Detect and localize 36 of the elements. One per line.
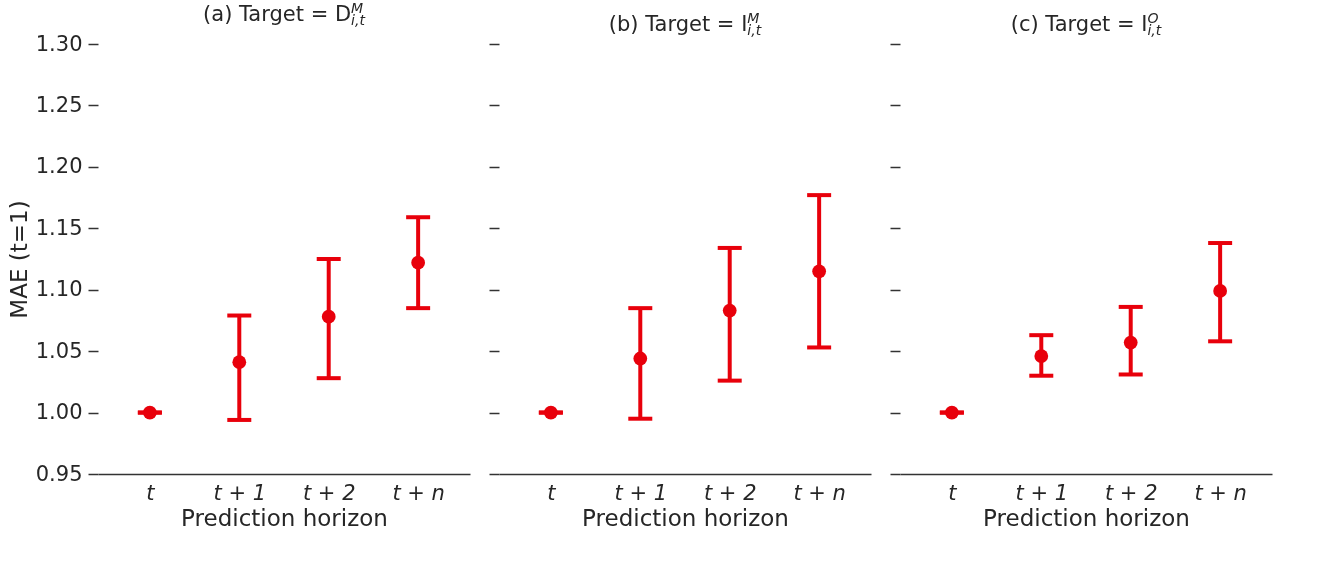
y-tick-label: 1.25 [35, 92, 83, 117]
x-tick-label: t + n [793, 480, 846, 505]
x-tick-label: t + 1 [614, 480, 668, 505]
x-tick-label: t [547, 480, 557, 505]
y-tick-label: 0.95 [35, 461, 83, 486]
y-tick-label: 1.15 [35, 215, 83, 240]
point [1213, 284, 1228, 298]
x-tick-label: t + 2 [302, 480, 356, 505]
x-tick-label: t + 1 [1015, 480, 1069, 505]
point [722, 303, 737, 318]
point [543, 405, 558, 420]
x-tick-label: t + n [1194, 480, 1247, 505]
point [411, 255, 426, 270]
point [1123, 335, 1138, 350]
x-axis-title: Prediction horizon [983, 504, 1190, 531]
point [944, 405, 959, 420]
point [812, 264, 827, 279]
x-tick-label: t + n [392, 480, 445, 505]
point [142, 405, 157, 420]
x-tick-label: t + 1 [213, 480, 267, 505]
x-tick-label: t + 2 [703, 480, 757, 505]
y-tick-label: 1.10 [35, 277, 83, 302]
y-tick-label: 1.20 [35, 154, 83, 179]
y-tick-label: 1.05 [35, 338, 83, 363]
x-tick-label: t [146, 480, 156, 505]
x-axis-title: Prediction horizon [181, 504, 388, 531]
x-axis-title: Prediction horizon [582, 504, 789, 531]
y-tick-label: 1.30 [35, 31, 83, 56]
y-axis-title: MAE (t=1) [5, 200, 32, 319]
point [232, 355, 247, 370]
point [321, 309, 336, 324]
point [633, 351, 648, 366]
y-tick-label: 1.00 [35, 400, 83, 425]
x-tick-label: t [948, 480, 958, 505]
x-tick-label: t + 2 [1104, 480, 1158, 505]
point [1034, 349, 1049, 363]
